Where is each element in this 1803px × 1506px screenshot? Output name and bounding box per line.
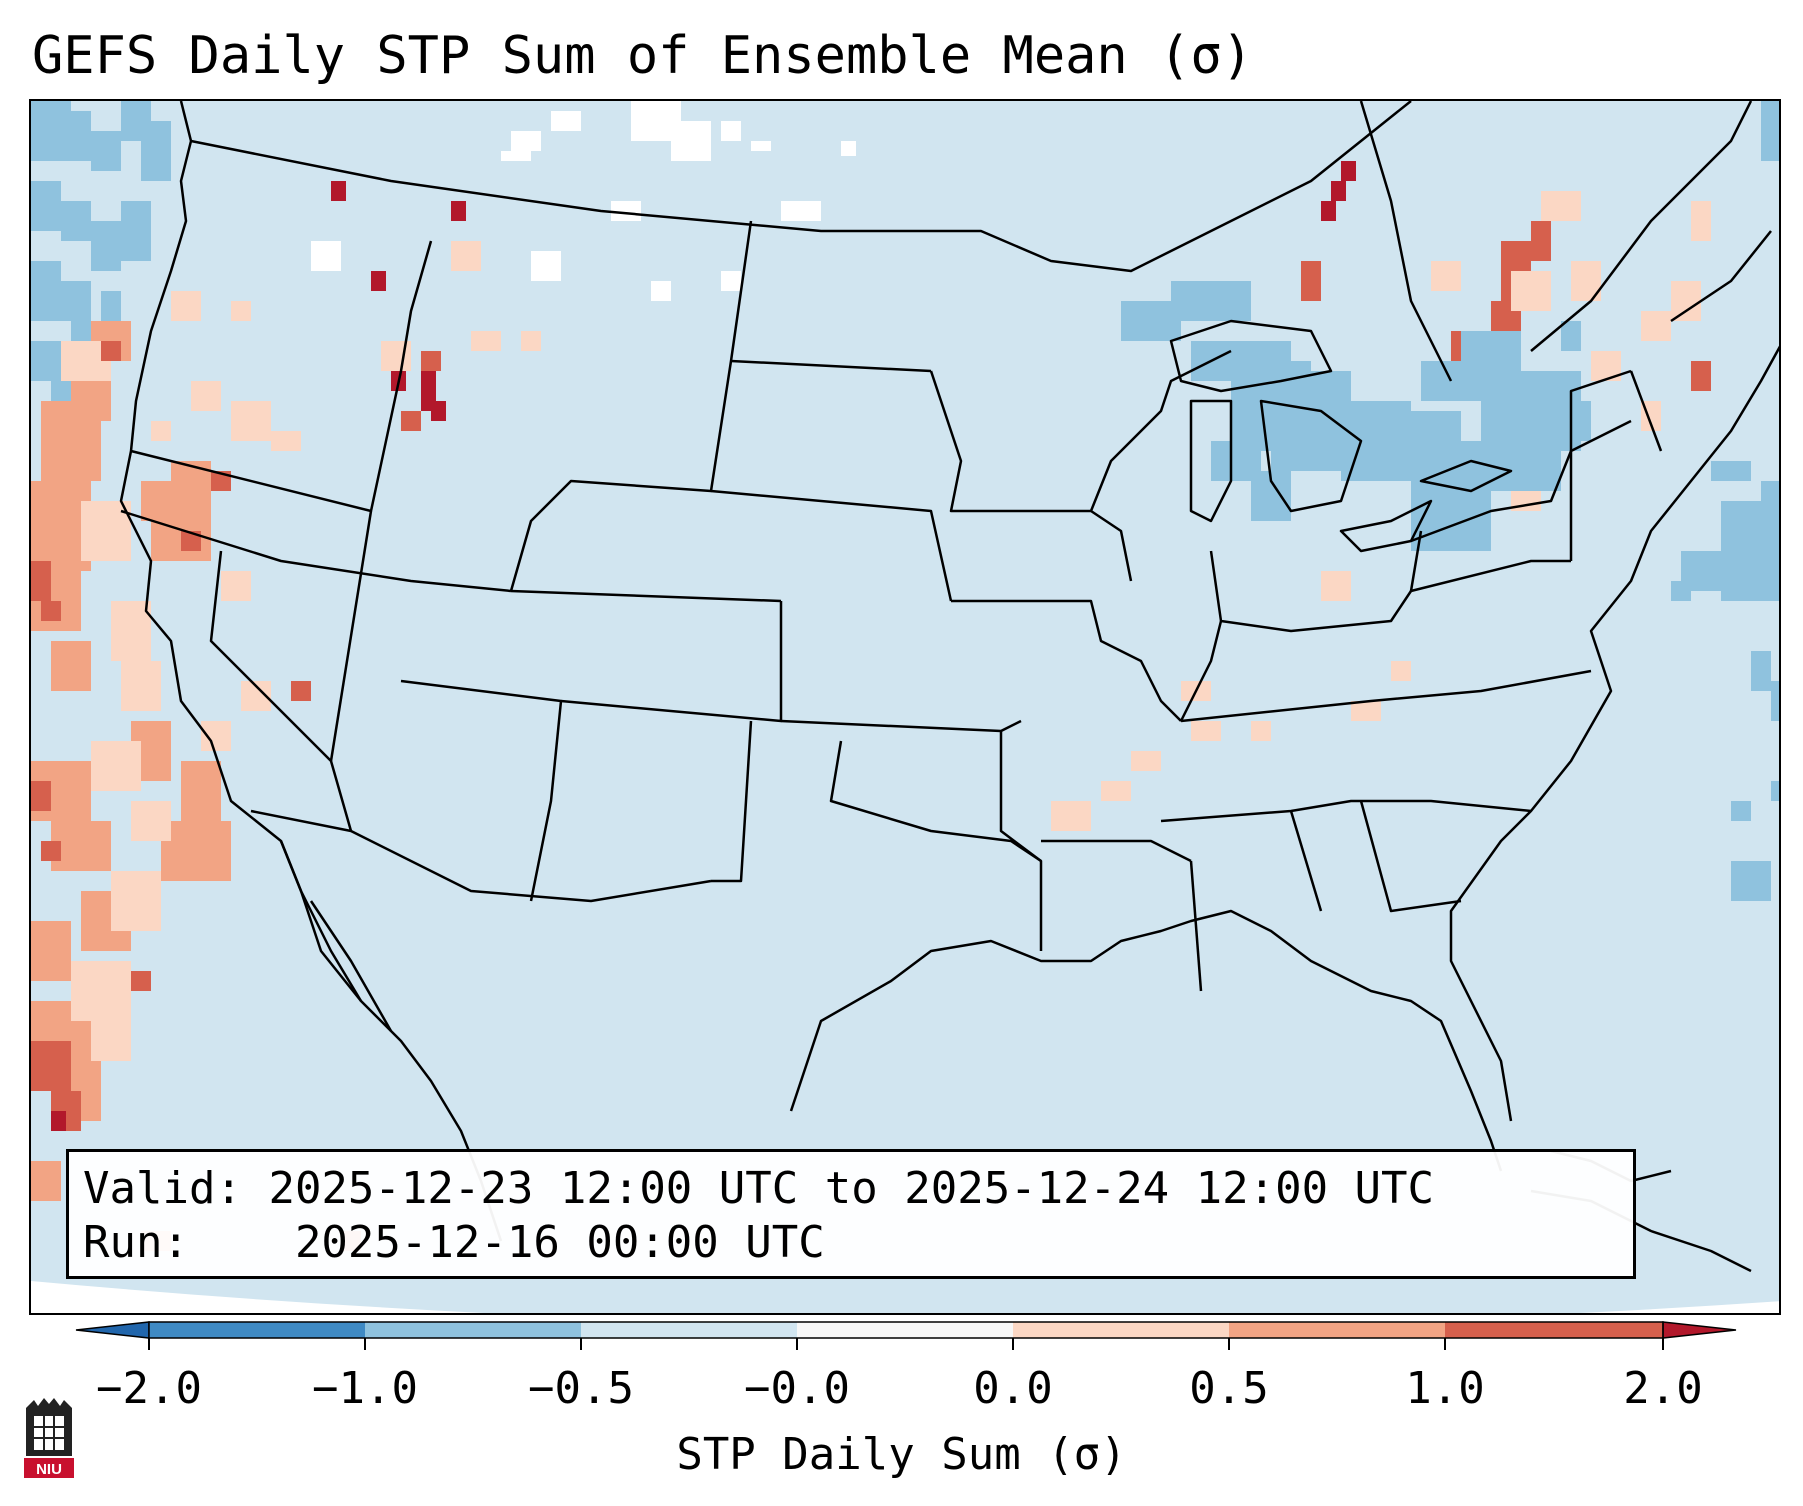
colorbar-seg-2 — [581, 1322, 797, 1338]
light-positive-anomaly-west — [61, 291, 1661, 1061]
colorbar-tick-label: −1.0 — [312, 1363, 418, 1414]
colorbar-seg-3 — [797, 1322, 1013, 1338]
colorbar-seg-0 — [149, 1322, 365, 1338]
run-value: 2025-12-16 00:00 UTC — [294, 1217, 825, 1268]
colorbar-tick-label: −2.0 — [96, 1363, 202, 1414]
logo-text: NIU — [36, 1461, 62, 1478]
colorbar-tick-label: 0.5 — [1189, 1363, 1269, 1414]
colorbar-tick-label: −0.0 — [744, 1363, 850, 1414]
white-near-zero-patches — [311, 101, 856, 301]
colorbar-extend-low — [75, 1321, 150, 1339]
colorbar-label: STP Daily Sum (σ) — [676, 1429, 1127, 1480]
light-positive-anomaly-idaho-east — [381, 191, 1711, 381]
colorbar-seg-1 — [365, 1322, 581, 1338]
colorbar-seg-6 — [1445, 1322, 1663, 1338]
colorbar-tick-label: 1.0 — [1405, 1363, 1485, 1414]
colorbar-ticks — [148, 1338, 1664, 1350]
colorbar-seg-5 — [1229, 1322, 1445, 1338]
geo-borders — [119, 101, 1779, 1273]
colorbar-tick-label: 2.0 — [1623, 1363, 1703, 1414]
colorbar-tick-label: 0.0 — [973, 1363, 1053, 1414]
chart-title: GEFS Daily STP Sum of Ensemble Mean (σ) — [32, 26, 1253, 86]
colorbar-seg-4 — [1013, 1322, 1229, 1338]
valid-label: Valid: — [83, 1163, 242, 1214]
colorbar-extend-high — [1662, 1321, 1737, 1339]
colorbar-tick-label: −0.5 — [528, 1363, 634, 1414]
map-panel — [29, 99, 1781, 1315]
extreme-positive-anomaly — [51, 161, 1356, 1131]
run-label: Run: — [83, 1217, 189, 1268]
run-info-box: Valid: 2025-12-23 12:00 UTC to 2025-12-2… — [66, 1149, 1636, 1279]
valid-value: 2025-12-23 12:00 UTC to 2025-12-24 12:00… — [268, 1163, 1435, 1214]
map-canvas — [31, 101, 1779, 1313]
niu-logo-icon: NIU — [24, 1398, 74, 1478]
